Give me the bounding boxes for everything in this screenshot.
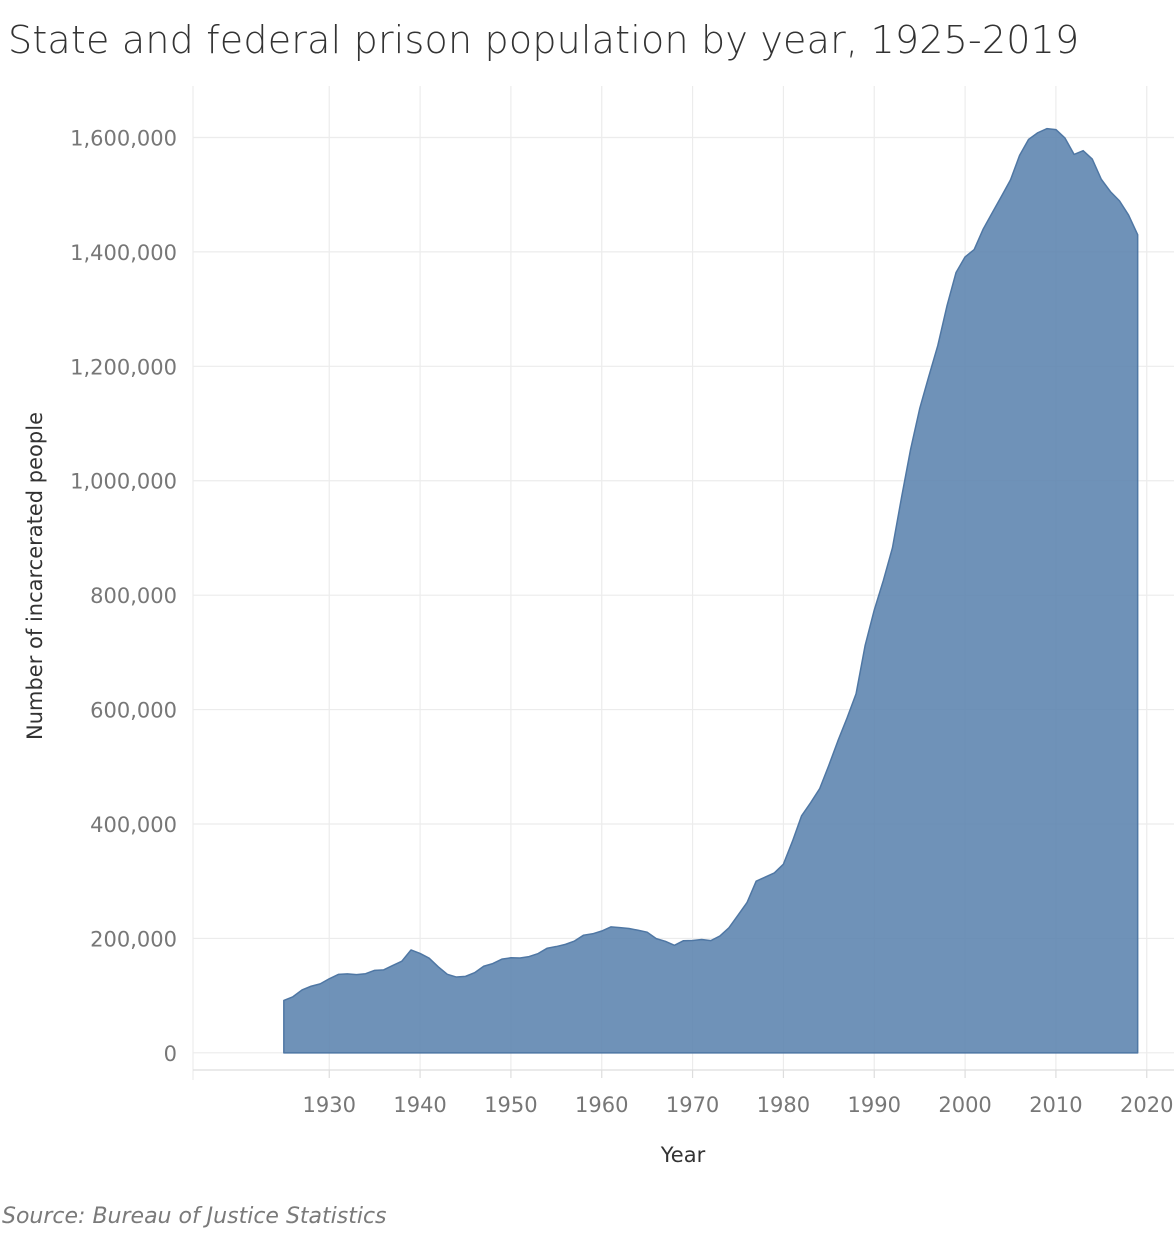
x-tick-label-2010: 2010 bbox=[1029, 1093, 1082, 1117]
source-note: Source: Bureau of Justice Statistics bbox=[2, 1204, 387, 1229]
x-tick-label-1960: 1960 bbox=[575, 1093, 628, 1117]
y-tick-label-1,000,000: 1,000,000 bbox=[70, 470, 177, 494]
x-tick-label-2020: 2020 bbox=[1120, 1093, 1173, 1117]
y-tick-label-1,200,000: 1,200,000 bbox=[70, 355, 177, 379]
x-tick-label-1980: 1980 bbox=[757, 1093, 810, 1117]
y-tick-label-1,400,000: 1,400,000 bbox=[70, 241, 177, 265]
area-layer bbox=[283, 127, 1139, 1054]
chart-title: State and federal prison population by y… bbox=[8, 18, 1080, 62]
x-tick-label-1940: 1940 bbox=[393, 1093, 446, 1117]
x-tick-label-1930: 1930 bbox=[303, 1093, 356, 1117]
y-axis-ticks: 0 200,000 400,000 600,000 800,000 1,000,000 1,… bbox=[70, 126, 177, 1065]
y-tick-label-1,600,000: 1,600,000 bbox=[70, 126, 177, 150]
x-tick-label-1950: 1950 bbox=[484, 1093, 537, 1117]
y-axis-title: Number of incarcerated people bbox=[23, 412, 47, 740]
population-area bbox=[283, 127, 1139, 1054]
y-tick-label-200,000: 200,000 bbox=[90, 927, 177, 951]
y-tick-label-0: 0 bbox=[164, 1042, 177, 1066]
y-tick-label-600,000: 600,000 bbox=[90, 699, 177, 723]
x-tick-label-1990: 1990 bbox=[848, 1093, 901, 1117]
y-tick-label-800,000: 800,000 bbox=[90, 584, 177, 608]
x-tick-label-1970: 1970 bbox=[666, 1093, 719, 1117]
x-axis-title: Year bbox=[660, 1143, 706, 1167]
x-tick-label-2000: 2000 bbox=[938, 1093, 991, 1117]
x-axis-ticks: 1930 1940 1950 1960 1970 1980 1990 2000 2010 2020 bbox=[303, 1070, 1173, 1117]
y-tick-label-400,000: 400,000 bbox=[90, 813, 177, 837]
